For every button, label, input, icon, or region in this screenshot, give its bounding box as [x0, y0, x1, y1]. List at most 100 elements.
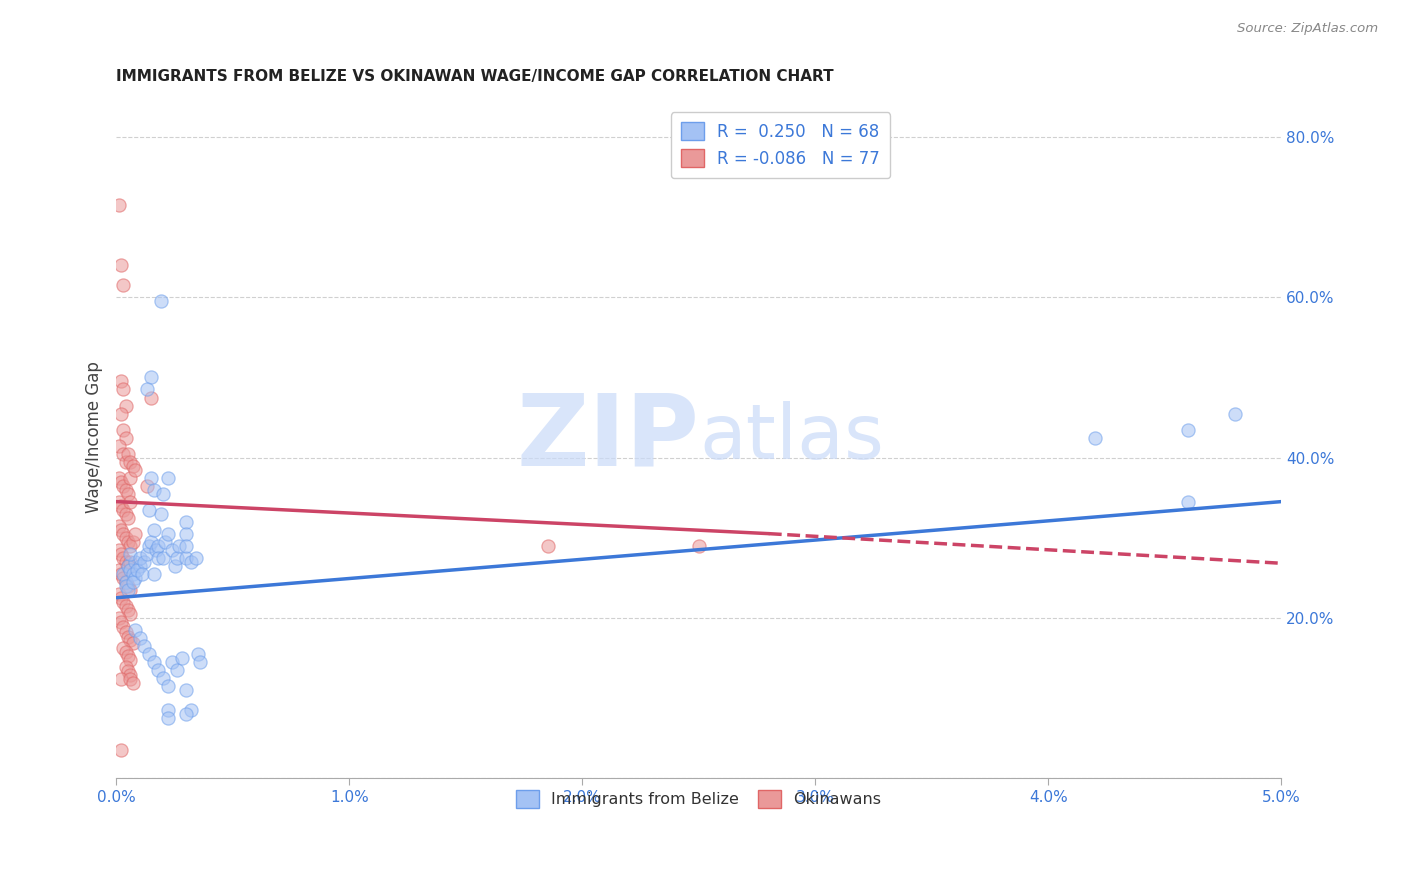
Point	[138, 539, 160, 553]
Point	[141, 534, 163, 549]
Point	[120, 470, 142, 484]
Point	[120, 494, 142, 508]
Point	[190, 655, 212, 669]
Point	[108, 438, 131, 452]
Point	[110, 673, 132, 687]
Point	[156, 703, 179, 717]
Point	[166, 663, 188, 677]
Point	[112, 278, 135, 293]
Point	[135, 478, 157, 492]
Point	[120, 563, 142, 577]
Point	[112, 550, 135, 565]
Point	[117, 510, 139, 524]
Point	[142, 566, 165, 581]
Point	[108, 470, 131, 484]
Point	[108, 611, 131, 625]
Point	[117, 558, 139, 573]
Point	[170, 650, 193, 665]
Point	[134, 639, 156, 653]
Point	[180, 703, 202, 717]
Point	[152, 550, 174, 565]
Point	[114, 625, 136, 640]
Point	[117, 446, 139, 460]
Point	[110, 523, 132, 537]
Point	[110, 615, 132, 629]
Text: IMMIGRANTS FROM BELIZE VS OKINAWAN WAGE/INCOME GAP CORRELATION CHART: IMMIGRANTS FROM BELIZE VS OKINAWAN WAGE/…	[117, 69, 834, 84]
Point	[142, 655, 165, 669]
Point	[124, 462, 146, 476]
Point	[149, 507, 172, 521]
Point	[110, 499, 132, 513]
Point	[536, 539, 558, 553]
Point	[176, 550, 198, 565]
Point	[176, 526, 198, 541]
Point	[120, 539, 142, 553]
Y-axis label: Wage/Income Gap: Wage/Income Gap	[86, 361, 103, 514]
Point	[120, 454, 142, 468]
Point	[114, 645, 136, 659]
Point	[120, 668, 142, 682]
Point	[163, 558, 186, 573]
Point	[121, 534, 143, 549]
Point	[114, 599, 136, 613]
Point	[114, 399, 136, 413]
Text: atlas: atlas	[699, 401, 884, 475]
Point	[128, 550, 150, 565]
Point	[114, 507, 136, 521]
Point	[112, 383, 135, 397]
Point	[141, 391, 163, 405]
Point	[131, 566, 153, 581]
Point	[114, 574, 136, 589]
Point	[141, 470, 163, 484]
Point	[114, 660, 136, 674]
Point	[128, 558, 150, 573]
Point	[117, 603, 139, 617]
Point	[112, 526, 135, 541]
Point	[108, 587, 131, 601]
Point	[1177, 423, 1199, 437]
Point	[112, 571, 135, 585]
Point	[117, 582, 139, 597]
Point	[108, 494, 131, 508]
Point	[120, 547, 142, 561]
Point	[148, 663, 170, 677]
Point	[112, 423, 135, 437]
Point	[138, 647, 160, 661]
Text: Source: ZipAtlas.com: Source: ZipAtlas.com	[1237, 22, 1378, 36]
Point	[124, 623, 146, 637]
Point	[176, 539, 198, 553]
Point	[108, 563, 131, 577]
Point	[120, 555, 142, 569]
Point	[112, 566, 135, 581]
Point	[156, 711, 179, 725]
Point	[114, 454, 136, 468]
Point	[148, 539, 170, 553]
Point	[135, 547, 157, 561]
Point	[142, 483, 165, 497]
Point	[149, 294, 172, 309]
Point	[184, 550, 207, 565]
Point	[121, 458, 143, 473]
Point	[110, 591, 132, 605]
Point	[124, 526, 146, 541]
Point	[110, 258, 132, 272]
Point	[114, 574, 136, 589]
Point	[128, 631, 150, 645]
Point	[112, 595, 135, 609]
Point	[120, 673, 142, 687]
Point	[124, 571, 146, 585]
Point	[108, 542, 131, 557]
Point	[1223, 407, 1246, 421]
Point	[108, 198, 131, 212]
Point	[114, 483, 136, 497]
Point	[120, 653, 142, 667]
Point	[114, 431, 136, 445]
Point	[1177, 494, 1199, 508]
Point	[117, 630, 139, 644]
Point	[176, 706, 198, 721]
Point	[156, 526, 179, 541]
Point	[114, 555, 136, 569]
Point	[135, 383, 157, 397]
Point	[1084, 431, 1107, 445]
Point	[152, 486, 174, 500]
